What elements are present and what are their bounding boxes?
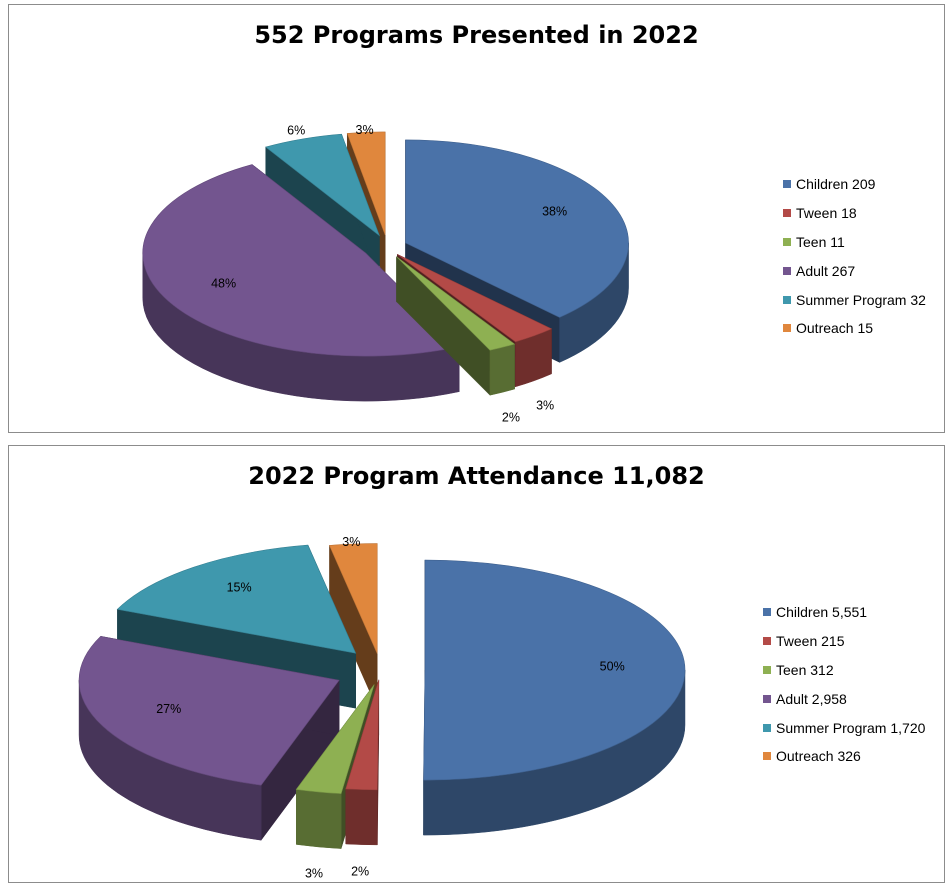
pie-2-slice-children	[423, 559, 686, 781]
pie-2-slice-adult	[78, 636, 340, 786]
legend-swatch	[763, 752, 771, 761]
legend-programs: Children 209 Tween 18 Teen 11 Adult 267 Summ…	[783, 170, 926, 343]
legend-swatch	[763, 723, 771, 732]
pie-2-label-outreach: 3%	[342, 535, 360, 549]
legend-item-tween: Tween 18	[783, 199, 926, 228]
legend-label: Outreach 15	[796, 320, 874, 337]
legend-item-children: Children 209	[783, 170, 926, 199]
legend-swatch	[783, 237, 791, 246]
legend-label: Tween 18	[796, 205, 857, 222]
pie-2-label-adult: 27%	[156, 702, 181, 716]
legend-item-summer-program: Summer Program 32	[783, 285, 926, 314]
pie-1-slice-children	[405, 139, 629, 318]
legend-item-children: Children 5,551	[763, 598, 925, 627]
pie-1-label-teen: 2%	[502, 411, 520, 425]
legend-swatch	[783, 180, 791, 189]
chart-title: 2022 Program Attendance 11,082	[248, 462, 705, 490]
pie-1-slice-teen	[396, 256, 516, 351]
legend-item-adult: Adult 267	[783, 256, 926, 285]
pie-1-slice-tween	[397, 254, 553, 343]
pie-1-label-outreach: 3%	[356, 123, 374, 137]
pie-1-label-summer-program: 6%	[287, 124, 305, 138]
pie-2-label-teen: 3%	[305, 867, 323, 881]
pie-2-slice-teen	[295, 684, 375, 794]
legend-label: Summer Program 1,720	[776, 719, 926, 736]
legend-item-tween: Tween 215	[763, 627, 925, 656]
legend-swatch	[763, 694, 771, 703]
legend-item-outreach: Outreach 15	[783, 314, 926, 343]
pie-2-wall-tween-0	[345, 788, 378, 846]
pie-2-wall-teen-0	[296, 789, 342, 849]
legend-item-summer-program: Summer Program 1,720	[763, 713, 925, 742]
pie-2-slice-tween	[345, 679, 380, 791]
pie-2-label-tween: 2%	[351, 864, 369, 878]
legend-swatch	[763, 608, 771, 617]
legend-label: Adult 2,958	[776, 690, 847, 707]
legend-label: Adult 267	[796, 262, 856, 279]
pie-1-wall-teen-0	[489, 343, 515, 396]
legend-swatch	[783, 324, 791, 333]
legend-item-outreach: Outreach 326	[763, 742, 925, 771]
legend-label: Outreach 326	[776, 748, 861, 765]
pie-2-label-summer-program: 15%	[227, 580, 252, 594]
pie-1-label-adult: 48%	[211, 277, 236, 291]
legend-item-adult: Adult 2,958	[763, 684, 925, 713]
pie-2-slice-summer-program	[116, 544, 357, 654]
legend-attendance: Children 5,551 Tween 215 Teen 312 Adult 2,9…	[763, 598, 925, 771]
legend-label: Teen 312	[776, 661, 834, 678]
pie-1-group	[142, 131, 629, 402]
legend-label: Children 209	[796, 176, 876, 193]
pie-2-slice-outreach	[329, 543, 378, 654]
legend-swatch	[783, 266, 791, 275]
pie-1-label-children: 38%	[542, 204, 567, 218]
pie-2-label-children: 50%	[600, 659, 625, 673]
legend-label: Tween 215	[776, 633, 845, 650]
pie-1-label-tween: 3%	[536, 398, 554, 412]
pie-1-slice-outreach	[346, 131, 386, 236]
pie-2-group	[78, 543, 686, 849]
legend-swatch	[783, 209, 791, 218]
legend-label: Summer Program 32	[796, 291, 926, 308]
pie-1-slice-summer-program	[265, 133, 381, 237]
legend-swatch	[763, 637, 771, 646]
legend-swatch	[783, 295, 791, 304]
legend-item-teen: Teen 312	[763, 656, 925, 685]
chart-title: 552 Programs Presented in 2022	[254, 21, 699, 49]
pie-1-slice-adult	[142, 164, 460, 357]
legend-label: Teen 11	[796, 233, 845, 250]
legend-swatch	[763, 665, 771, 674]
legend-item-teen: Teen 11	[783, 228, 926, 257]
legend-label: Children 5,551	[776, 604, 868, 621]
